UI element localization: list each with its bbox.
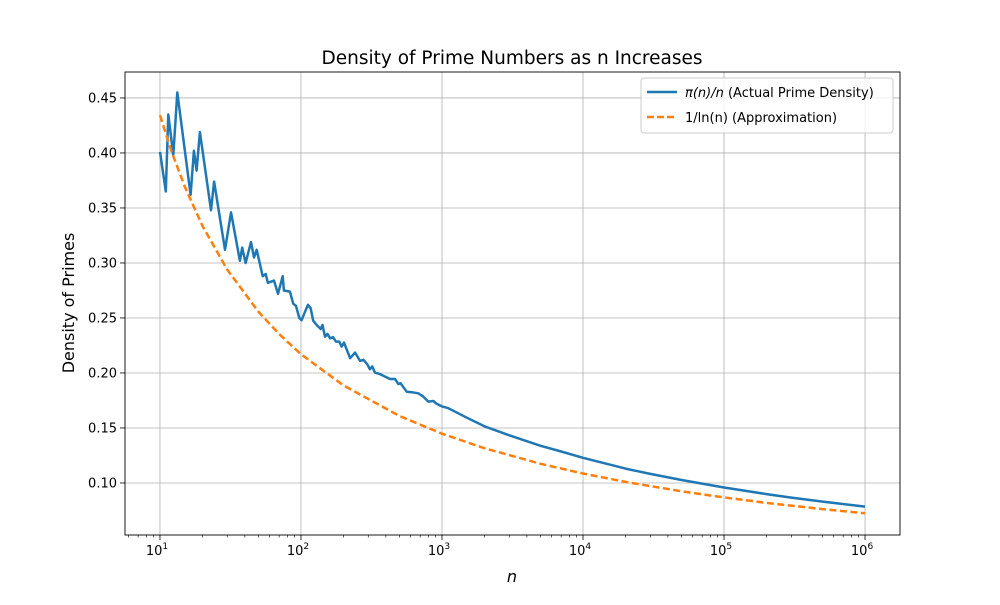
x-tick-label: 104	[569, 542, 592, 559]
plot-frame	[124, 71, 901, 536]
ticks: 101 102 103 104 105 106 0.10 0.15 0.20 0.25 0.30 0.…	[88, 91, 873, 559]
x-tick-label: 106	[851, 542, 874, 559]
y-axis-label: Density of Primes	[59, 233, 78, 374]
x-tick-label: 105	[710, 542, 732, 559]
legend-box	[640, 77, 894, 134]
legend-entry-actual: π(n)/n (Actual Prime Density)	[685, 86, 874, 101]
y-tick-label: 0.30	[88, 256, 117, 271]
y-tick-label: 0.45	[88, 91, 117, 106]
legend: π(n)/n (Actual Prime Density) 1/ln(n) (A…	[640, 77, 894, 134]
x-tick-label: 101	[146, 542, 168, 559]
y-tick-label: 0.10	[88, 476, 117, 491]
y-tick-label: 0.20	[88, 366, 117, 381]
chart-title: Density of Prime Numbers as n Increases	[321, 48, 702, 69]
x-tick-label: 102	[287, 542, 309, 559]
x-tick-label: 103	[428, 542, 450, 559]
x-axis-label: n	[507, 567, 517, 586]
series-lines	[158, 91, 866, 515]
y-tick-label: 0.25	[88, 311, 117, 326]
y-tick-label: 0.40	[88, 146, 117, 161]
series-approximation-line	[158, 114, 866, 515]
y-tick-label: 0.35	[88, 201, 117, 216]
series-actual-density-line	[158, 91, 866, 508]
grid	[125, 72, 900, 535]
y-tick-label: 0.15	[88, 421, 117, 436]
legend-entry-approx: 1/ln(n) (Approximation)	[685, 111, 837, 126]
